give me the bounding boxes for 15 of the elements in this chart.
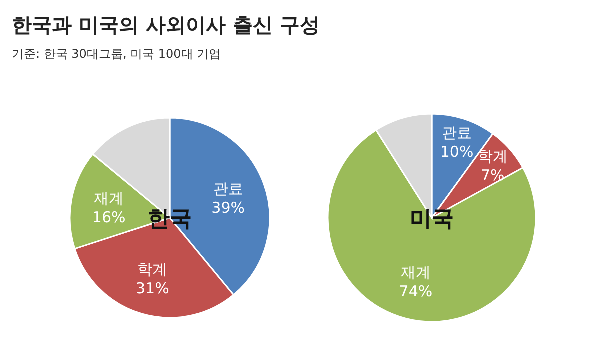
slice-label: 학계 [478, 147, 508, 166]
text: 한국 [148, 207, 192, 232]
slice-label: 관료 [213, 180, 244, 198]
slice-label: 재계 [400, 263, 431, 282]
slice-label: 재계 [94, 189, 124, 208]
data-label: 74% [399, 282, 433, 300]
data-label: 10% [440, 142, 474, 161]
data-label: 39% [212, 199, 246, 217]
text: 기준: 한국 30대그룹, 미국 100대 기업 [12, 47, 222, 61]
slice-label: 관료 [442, 124, 472, 142]
data-label: 31% [136, 280, 170, 298]
slice-label: 학계 [138, 260, 168, 279]
text: 미국 [410, 207, 454, 232]
data-label: 16% [92, 208, 126, 226]
text: 한국과 미국의 사외이사 출신 구성 [12, 13, 320, 37]
